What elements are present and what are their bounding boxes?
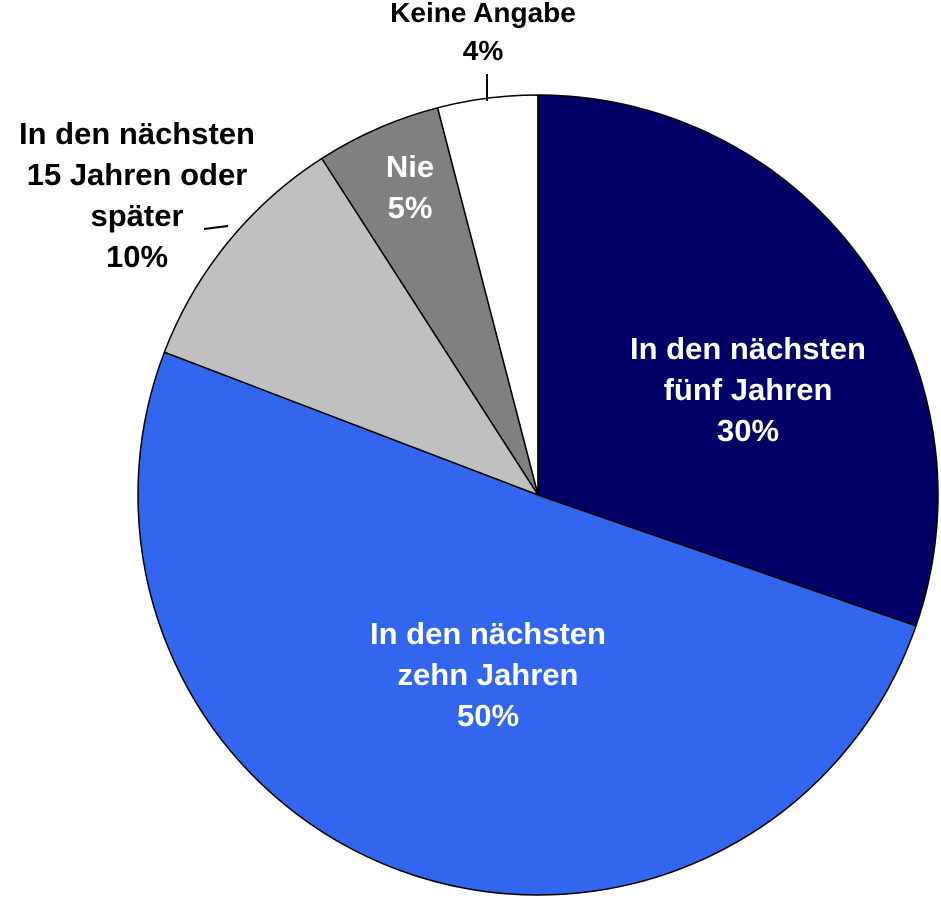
value-label: 10% (105, 239, 169, 274)
slice-label: In den nächsten zehn Jahren 50% (288, 613, 688, 736)
slice-label: In den nächsten 15 Jahren oder später 10% (0, 113, 337, 277)
category-label: In den nächsten fünf Jahren (630, 331, 866, 407)
category-label: In den nächsten 15 Jahren oder später (19, 116, 255, 233)
slice-label: In den nächsten fünf Jahren 30% (548, 328, 941, 451)
slice-label: Nie 5% (210, 146, 610, 228)
pie-slice (537, 94, 939, 627)
leader-line (203, 225, 229, 230)
category-label: Nie (385, 149, 435, 184)
pie-slice (137, 351, 917, 896)
slice-label: Keine Angabe 4% (283, 0, 683, 70)
pie-slice (163, 157, 540, 497)
category-label: In den nächsten zehn Jahren (370, 616, 606, 692)
value-label: 50% (456, 698, 520, 733)
value-label: 30% (716, 413, 780, 448)
value-label: 4% (462, 35, 504, 66)
value-label: 5% (387, 190, 433, 225)
category-label: Keine Angabe (390, 0, 576, 28)
